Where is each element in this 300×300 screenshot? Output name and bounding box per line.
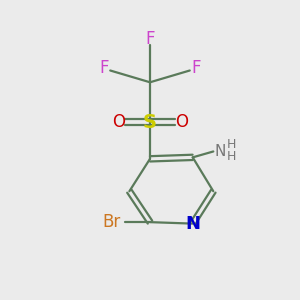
Text: F: F: [191, 59, 201, 77]
Text: N: N: [215, 144, 226, 159]
Text: N: N: [185, 214, 200, 232]
Text: Br: Br: [103, 213, 121, 231]
Text: O: O: [112, 113, 125, 131]
Text: F: F: [99, 59, 109, 77]
Text: O: O: [175, 113, 188, 131]
Text: S: S: [143, 112, 157, 131]
Text: F: F: [145, 30, 155, 48]
Text: H: H: [227, 150, 236, 163]
Text: H: H: [227, 138, 236, 151]
